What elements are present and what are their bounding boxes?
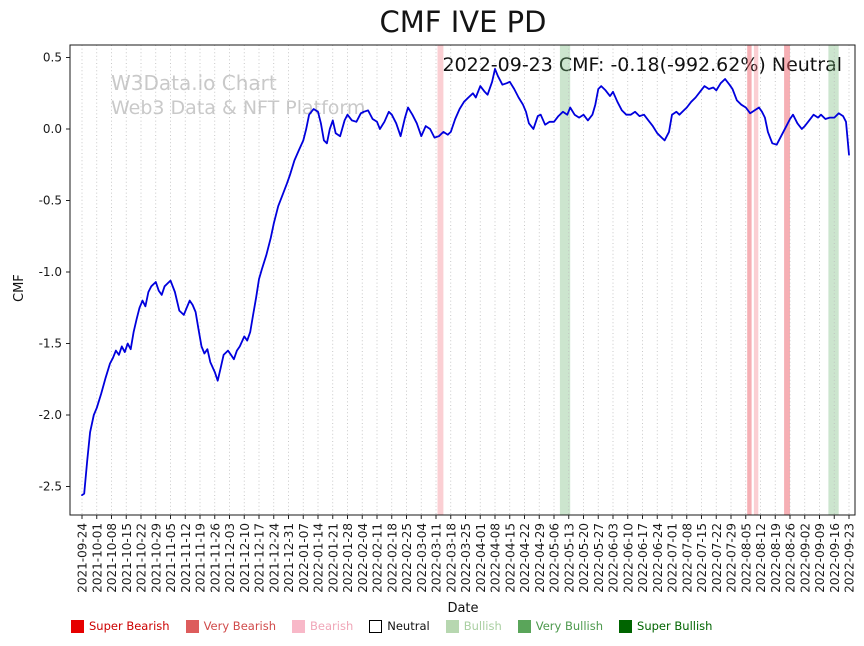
x-tick-label: 2022-04-01 <box>474 523 488 593</box>
signal-band-bearish <box>437 45 444 515</box>
watermark: W3Data.io Chart Web3 Data & NFT Platform <box>111 70 365 121</box>
x-tick-label: 2022-09-16 <box>828 523 842 593</box>
x-tick-label: 2022-02-04 <box>356 523 370 593</box>
x-tick-label: 2022-09-09 <box>813 523 827 593</box>
legend-swatch <box>619 619 633 633</box>
legend-item-super-bullish: Super Bullish <box>619 619 712 633</box>
legend-swatch <box>71 619 84 633</box>
plot-border <box>69 44 856 516</box>
latest-value-annotation: 2022-09-23 CMF: -0.18(-992.62%) Neutral <box>442 54 842 76</box>
watermark-line2: Web3 Data & NFT Platform <box>111 97 366 119</box>
x-tick-label: 2021-12-31 <box>282 523 296 593</box>
x-tick-label: 2022-03-04 <box>415 523 429 593</box>
cmf-line <box>81 68 850 497</box>
y-tick-label: -1.0 <box>39 265 62 279</box>
legend-swatch <box>517 619 531 633</box>
x-axis-label: Date <box>447 601 479 616</box>
x-tick-label: 2022-04-08 <box>489 523 503 593</box>
legend-swatch <box>369 619 383 633</box>
signal-band-bullish <box>559 45 571 515</box>
y-tick-label: 0.5 <box>43 51 62 65</box>
x-tick-label: 2021-12-24 <box>267 523 281 593</box>
x-tick-label: 2022-03-18 <box>444 523 458 593</box>
legend-item-neutral: Neutral <box>369 619 430 633</box>
x-tick-label: 2022-05-06 <box>548 523 562 593</box>
x-tick-label: 2022-05-20 <box>577 523 591 593</box>
legend-label: Bullish <box>463 619 502 633</box>
page-title: CMF IVE PD <box>379 5 547 39</box>
x-tick-label: 2022-05-27 <box>592 523 606 593</box>
legend-label: Super Bullish <box>637 619 713 633</box>
x-tick-label: 2022-02-25 <box>400 523 414 593</box>
legend-item-super-bearish: Super Bearish <box>71 619 170 633</box>
x-tick-label: 2022-07-22 <box>710 523 724 593</box>
x-tick-label: 2022-07-08 <box>680 523 694 593</box>
watermark-line1: W3Data.io Chart <box>111 71 277 95</box>
y-axis-label: CMF <box>12 274 27 302</box>
x-tick-label: 2021-10-22 <box>135 523 149 593</box>
legend-label: Super Bearish <box>89 619 170 633</box>
signal-band-bearish <box>753 45 759 515</box>
legend-swatch <box>292 619 306 633</box>
x-tick-label: 2021-10-15 <box>120 523 134 593</box>
x-tick-label: 2022-07-29 <box>725 523 739 593</box>
y-tick-label: -2.0 <box>39 408 62 422</box>
legend-item-bearish: Bearish <box>292 619 353 633</box>
x-tick-label: 2021-10-01 <box>90 523 104 593</box>
x-tick-label: 2022-01-07 <box>297 523 311 593</box>
legend-item-very-bullish: Very Bullish <box>517 619 604 633</box>
x-tick-label: 2022-08-05 <box>739 523 753 593</box>
x-tick-label: 2022-04-22 <box>518 523 532 593</box>
x-tick-label: 2022-04-15 <box>503 523 517 593</box>
x-tick-label: 2022-01-28 <box>341 523 355 593</box>
signal-band-very_bearish <box>784 45 790 515</box>
x-tick-label: 2021-12-17 <box>253 523 267 593</box>
y-tick-label: -2.5 <box>39 480 62 494</box>
x-tick-label: 2022-02-11 <box>371 523 385 593</box>
x-tick-label: 2022-01-21 <box>326 523 340 593</box>
x-tick-label: 2021-11-05 <box>164 523 178 593</box>
y-tick-label: -0.5 <box>39 194 62 208</box>
legend-label: Neutral <box>387 619 430 633</box>
x-tick-label: 2022-08-12 <box>754 523 768 593</box>
legend: Super Bearish Very Bearish Bearish Neutral B… <box>71 619 712 633</box>
x-tick-label: 2022-03-25 <box>459 523 473 593</box>
legend-swatch <box>445 619 459 633</box>
x-tick-label: 2022-03-11 <box>430 523 444 593</box>
legend-item-bullish: Bullish <box>445 619 502 633</box>
y-tick-label: 0.0 <box>43 122 62 136</box>
legend-label: Bearish <box>310 619 354 633</box>
x-tick-label: 2022-05-13 <box>562 523 576 593</box>
x-tick-label: 2021-10-29 <box>149 523 163 593</box>
x-tick-label: 2022-06-10 <box>621 523 635 593</box>
legend-label: Very Bullish <box>535 619 604 633</box>
signal-band-bullish <box>828 45 839 515</box>
x-tick-label: 2021-09-24 <box>76 523 90 593</box>
x-tick-label: 2022-08-19 <box>769 523 783 593</box>
x-tick-label: 2021-11-19 <box>194 523 208 593</box>
legend-item-very-bearish: Very Bearish <box>185 619 277 633</box>
x-tick-label: 2021-12-03 <box>223 523 237 593</box>
x-tick-label: 2021-10-08 <box>105 523 119 593</box>
legend-label: Very Bearish <box>203 619 277 633</box>
x-tick-label: 2022-09-23 <box>843 523 857 593</box>
legend-swatch <box>185 619 199 633</box>
x-tick-label: 2022-08-26 <box>784 523 798 593</box>
x-tick-label: 2022-01-14 <box>312 523 326 593</box>
x-tick-label: 2022-02-18 <box>385 523 399 593</box>
y-tick-label: -1.5 <box>39 337 62 351</box>
x-tick-label: 2022-07-01 <box>666 523 680 593</box>
x-tick-label: 2022-04-29 <box>533 523 547 593</box>
x-tick-label: 2021-11-12 <box>179 523 193 593</box>
x-tick-label: 2022-07-15 <box>695 523 709 593</box>
signal-band-very_bearish <box>747 45 752 515</box>
x-tick-label: 2022-06-03 <box>607 523 621 593</box>
x-tick-label: 2021-12-10 <box>238 523 252 593</box>
x-tick-label: 2022-06-17 <box>636 523 650 593</box>
x-tick-label: 2021-11-26 <box>208 523 222 593</box>
x-tick-label: 2022-06-24 <box>651 523 665 593</box>
x-tick-label: 2022-09-02 <box>798 523 812 593</box>
